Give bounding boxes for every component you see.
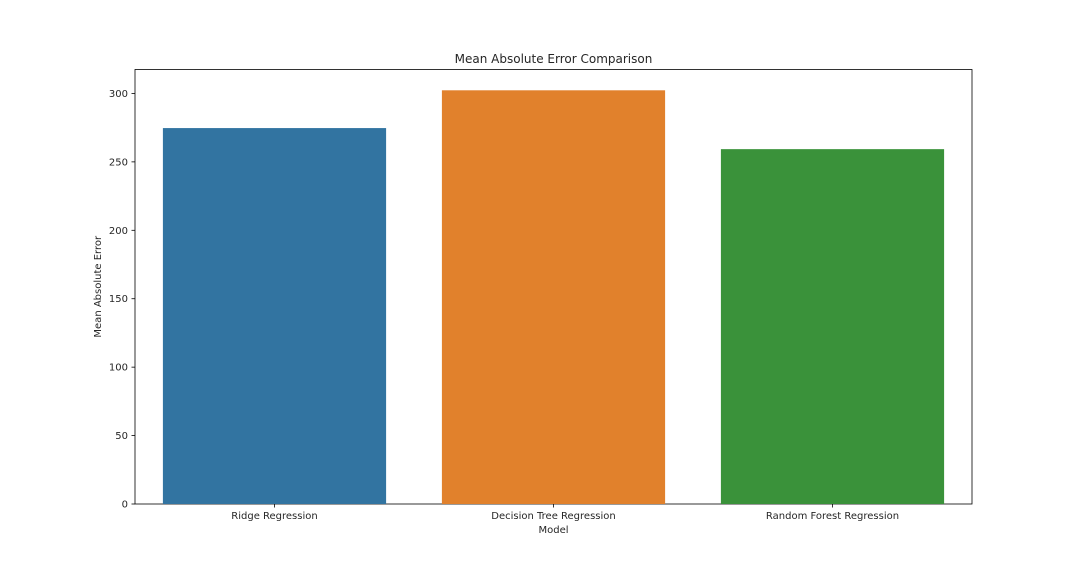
bars-group: [162, 90, 945, 505]
y-axis: 0 50 100 150 200 250 300: [109, 89, 135, 511]
y-tick-label: 50: [115, 431, 128, 442]
x-axis: Ridge Regression Decision Tree Regression…: [231, 504, 899, 522]
y-tick-label: 0: [122, 500, 128, 511]
y-tick-label: 250: [109, 157, 128, 168]
y-tick-label: 300: [109, 89, 128, 100]
x-tick-label: Decision Tree Regression: [491, 511, 615, 522]
x-axis-label: Model: [538, 525, 568, 536]
y-tick-label: 100: [109, 363, 128, 374]
bar-2: [441, 90, 666, 504]
x-tick-label: Random Forest Regression: [766, 511, 899, 522]
y-axis-label: Mean Absolute Error: [93, 235, 104, 338]
chart-title: Mean Absolute Error Comparison: [455, 52, 653, 66]
y-tick-label: 150: [109, 294, 128, 305]
x-tick-label: Ridge Regression: [231, 511, 317, 522]
y-tick-label: 200: [109, 226, 128, 237]
bar-1: [162, 128, 387, 505]
bar-3: [720, 149, 945, 505]
